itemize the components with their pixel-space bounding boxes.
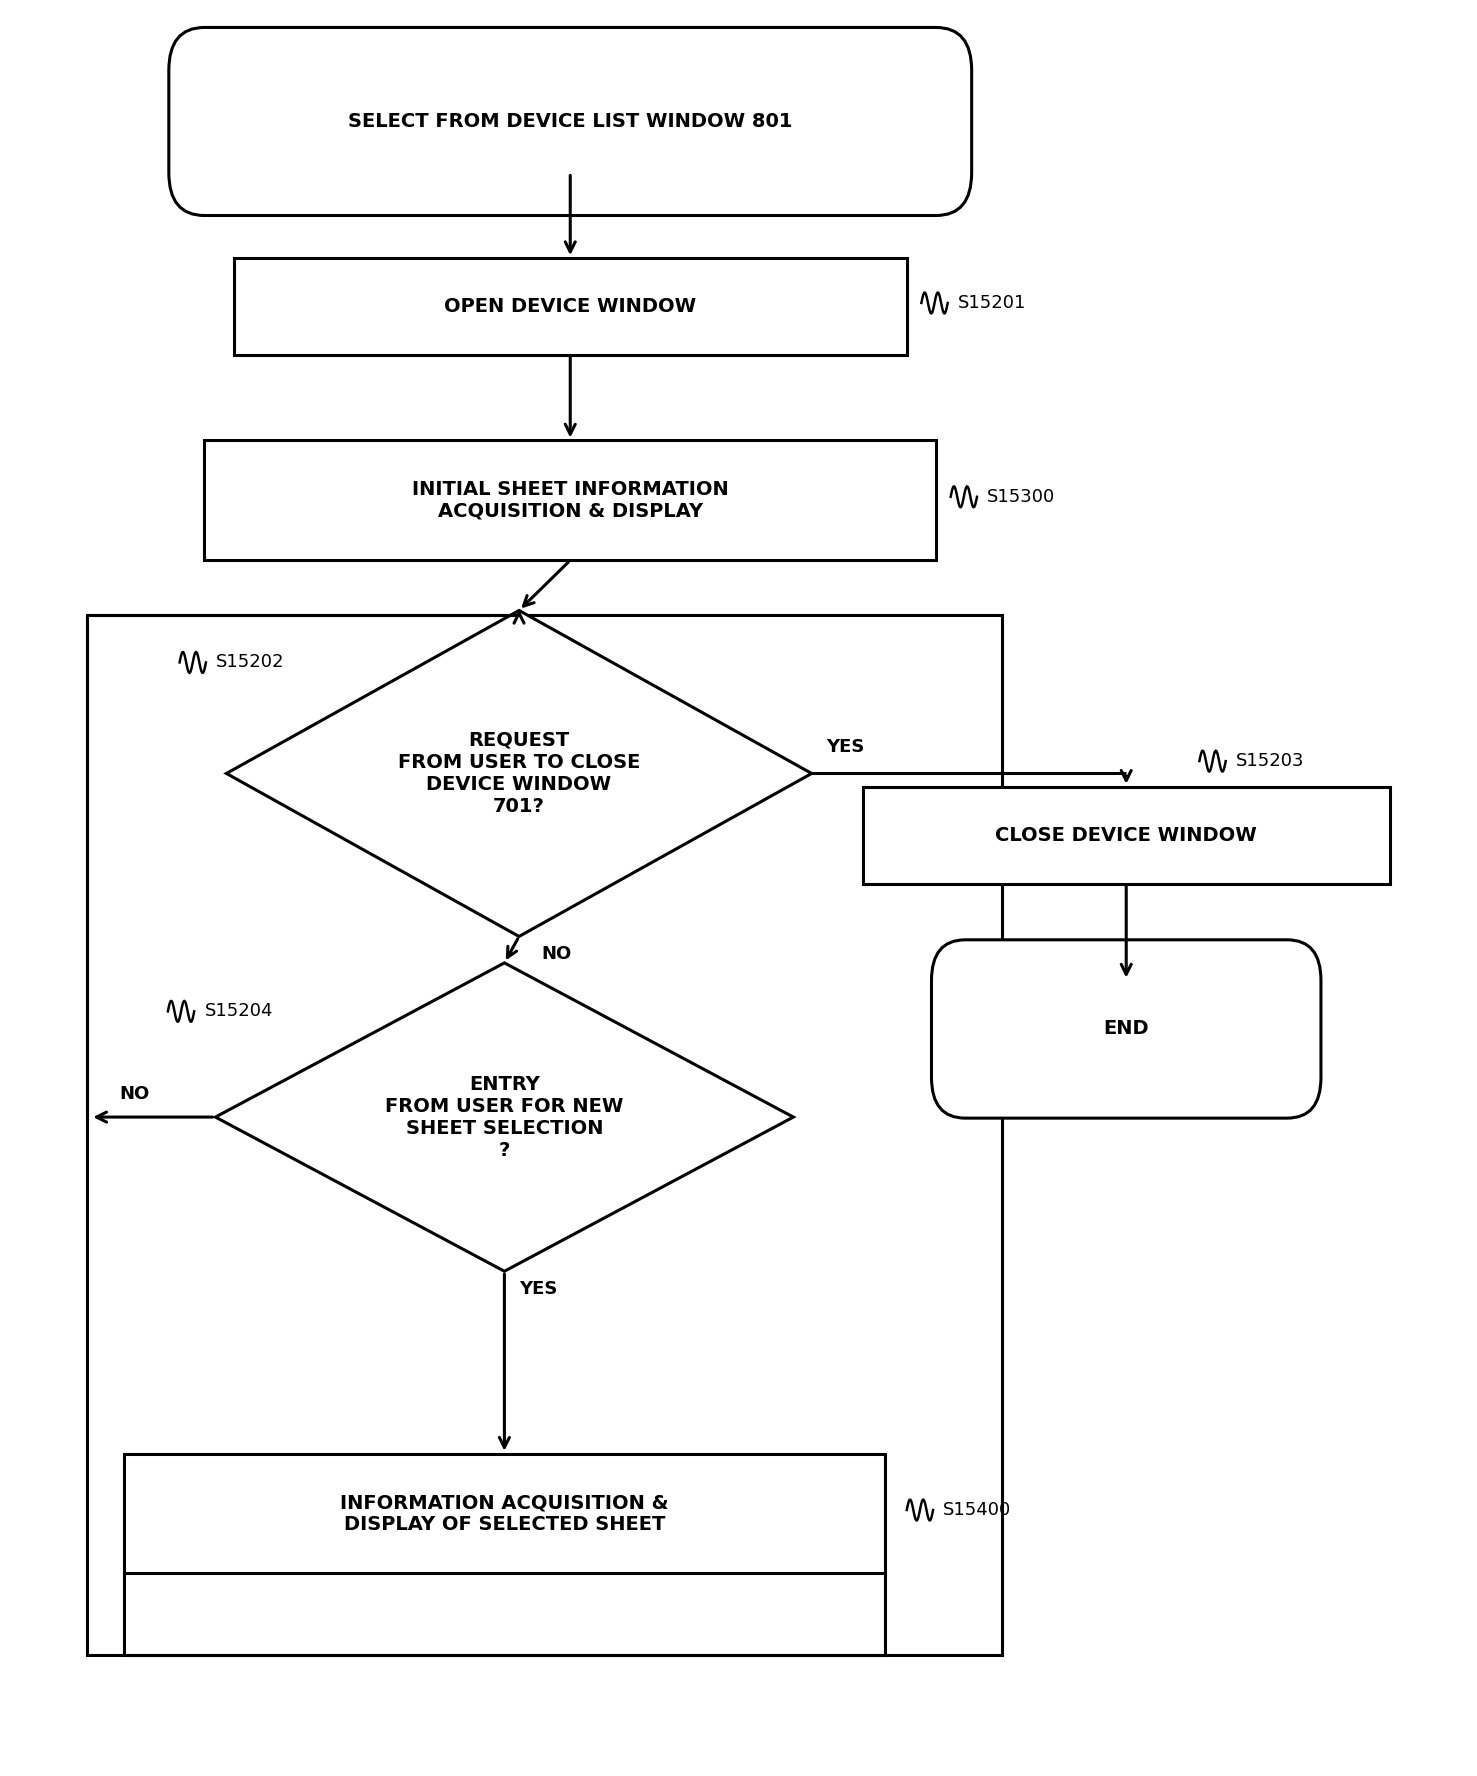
Polygon shape: [226, 611, 812, 936]
Text: S15203: S15203: [1236, 751, 1304, 771]
Text: INITIAL SHEET INFORMATION
ACQUISITION & DISPLAY: INITIAL SHEET INFORMATION ACQUISITION & …: [412, 480, 728, 520]
FancyBboxPatch shape: [932, 940, 1320, 1119]
Text: NO: NO: [120, 1085, 149, 1103]
Text: S15300: S15300: [987, 488, 1056, 506]
Text: S15400: S15400: [944, 1501, 1012, 1518]
Text: CLOSE DEVICE WINDOW: CLOSE DEVICE WINDOW: [995, 826, 1257, 845]
Polygon shape: [216, 963, 793, 1272]
Text: S15204: S15204: [204, 1002, 273, 1021]
Text: OPEN DEVICE WINDOW: OPEN DEVICE WINDOW: [445, 297, 696, 316]
Bar: [124, 1453, 885, 1574]
Text: SELECT FROM DEVICE LIST WINDOW 801: SELECT FROM DEVICE LIST WINDOW 801: [349, 112, 793, 131]
Text: INFORMATION ACQUISITION &
DISPLAY OF SELECTED SHEET: INFORMATION ACQUISITION & DISPLAY OF SEL…: [340, 1494, 669, 1534]
Bar: [204, 440, 936, 559]
Text: ENTRY
FROM USER FOR NEW
SHEET SELECTION
?: ENTRY FROM USER FOR NEW SHEET SELECTION …: [385, 1074, 623, 1160]
Text: YES: YES: [518, 1280, 557, 1298]
Bar: [863, 787, 1390, 884]
Text: S15202: S15202: [216, 654, 285, 671]
Text: NO: NO: [541, 945, 572, 963]
Text: END: END: [1103, 1019, 1149, 1039]
Bar: [87, 614, 1001, 1655]
FancyBboxPatch shape: [168, 27, 972, 215]
Text: YES: YES: [826, 737, 864, 757]
Text: REQUEST
FROM USER TO CLOSE
DEVICE WINDOW
701?: REQUEST FROM USER TO CLOSE DEVICE WINDOW…: [397, 732, 640, 815]
Bar: [233, 258, 907, 355]
Text: S15201: S15201: [959, 295, 1027, 313]
